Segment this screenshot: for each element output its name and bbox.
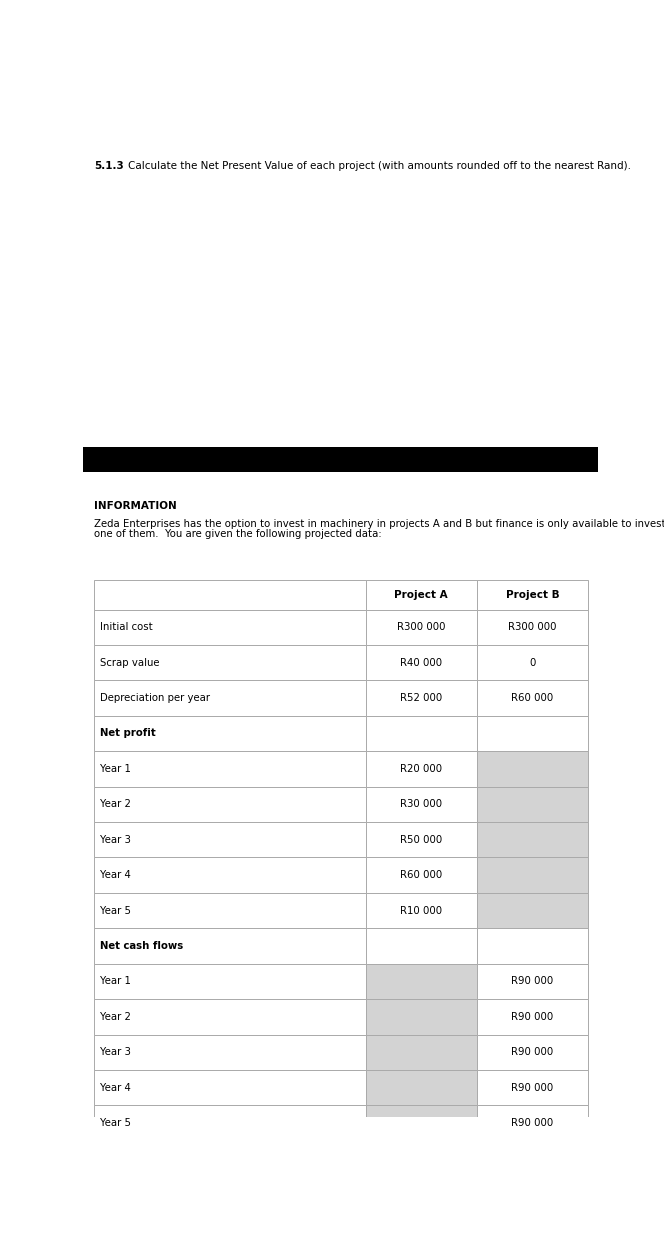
Bar: [366, 857, 477, 892]
Bar: [94, 964, 366, 999]
Text: Net profit: Net profit: [100, 728, 156, 738]
Bar: [477, 999, 588, 1034]
Text: R50 000: R50 000: [400, 835, 442, 845]
Text: Zeda Enterprises has the option to invest in machinery in projects A and B but f: Zeda Enterprises has the option to inves…: [94, 518, 664, 528]
Text: R10 000: R10 000: [400, 906, 442, 916]
Text: Net cash flows: Net cash flows: [100, 941, 183, 951]
Bar: [366, 787, 477, 822]
Bar: [94, 1106, 366, 1141]
Bar: [477, 752, 588, 787]
Bar: [477, 787, 588, 822]
Bar: [477, 1034, 588, 1071]
Bar: [94, 999, 366, 1034]
Bar: [83, 447, 598, 472]
Bar: [477, 892, 588, 929]
Bar: [94, 645, 366, 680]
Bar: [477, 610, 588, 645]
Bar: [94, 787, 366, 822]
Text: R300 000: R300 000: [508, 622, 556, 633]
Text: R40 000: R40 000: [400, 658, 442, 668]
Bar: [94, 610, 366, 645]
Text: Year 1: Year 1: [100, 764, 131, 774]
Bar: [366, 1106, 477, 1141]
Bar: [366, 645, 477, 680]
Bar: [477, 822, 588, 857]
Text: Calculate the Net Present Value of each project (with amounts rounded off to the: Calculate the Net Present Value of each …: [128, 162, 631, 172]
Text: Year 3: Year 3: [100, 835, 131, 845]
Text: R90 000: R90 000: [511, 1047, 554, 1057]
Bar: [477, 680, 588, 715]
Text: Project B: Project B: [506, 590, 559, 600]
Text: Year 5: Year 5: [100, 906, 131, 916]
Text: Year 1: Year 1: [100, 976, 131, 986]
Text: 5.1.3: 5.1.3: [94, 162, 124, 172]
Text: R300 000: R300 000: [397, 622, 446, 633]
Text: Depreciation per year: Depreciation per year: [100, 693, 210, 703]
Text: Project A: Project A: [394, 590, 448, 600]
Bar: [366, 999, 477, 1034]
Bar: [477, 857, 588, 892]
Bar: [94, 929, 366, 964]
Bar: [94, 822, 366, 857]
Bar: [94, 892, 366, 929]
Text: Initial cost: Initial cost: [100, 622, 153, 633]
Bar: [94, 680, 366, 715]
Text: Scrap value: Scrap value: [100, 658, 159, 668]
Bar: [477, 645, 588, 680]
Bar: [366, 680, 477, 715]
Bar: [94, 715, 366, 752]
Bar: [477, 929, 588, 964]
Text: Year 3: Year 3: [100, 1047, 131, 1057]
Text: Year 2: Year 2: [100, 799, 131, 809]
Text: one of them.  You are given the following projected data:: one of them. You are given the following…: [94, 530, 382, 540]
Bar: [94, 1071, 366, 1106]
Bar: [366, 610, 477, 645]
Bar: [477, 1106, 588, 1141]
Text: R20 000: R20 000: [400, 764, 442, 774]
Text: R60 000: R60 000: [511, 693, 554, 703]
Bar: [366, 822, 477, 857]
Text: R90 000: R90 000: [511, 1083, 554, 1093]
Text: Year 2: Year 2: [100, 1012, 131, 1022]
Bar: [94, 580, 366, 610]
Bar: [477, 715, 588, 752]
Text: Year 4: Year 4: [100, 1083, 131, 1093]
Bar: [366, 892, 477, 929]
Bar: [366, 1071, 477, 1106]
Bar: [94, 752, 366, 787]
Text: R52 000: R52 000: [400, 693, 442, 703]
Text: Year 4: Year 4: [100, 870, 131, 880]
Text: R90 000: R90 000: [511, 976, 554, 986]
Bar: [477, 580, 588, 610]
Bar: [366, 1034, 477, 1071]
Bar: [366, 752, 477, 787]
Text: 0: 0: [529, 658, 536, 668]
Bar: [366, 964, 477, 999]
Bar: [477, 964, 588, 999]
Text: R90 000: R90 000: [511, 1118, 554, 1128]
Text: R90 000: R90 000: [511, 1012, 554, 1022]
Text: R60 000: R60 000: [400, 870, 442, 880]
Bar: [366, 580, 477, 610]
Bar: [94, 1034, 366, 1071]
Bar: [366, 929, 477, 964]
Text: R30 000: R30 000: [400, 799, 442, 809]
Bar: [477, 1071, 588, 1106]
Bar: [94, 857, 366, 892]
Bar: [366, 715, 477, 752]
Text: INFORMATION: INFORMATION: [94, 501, 177, 511]
Text: Year 5: Year 5: [100, 1118, 131, 1128]
